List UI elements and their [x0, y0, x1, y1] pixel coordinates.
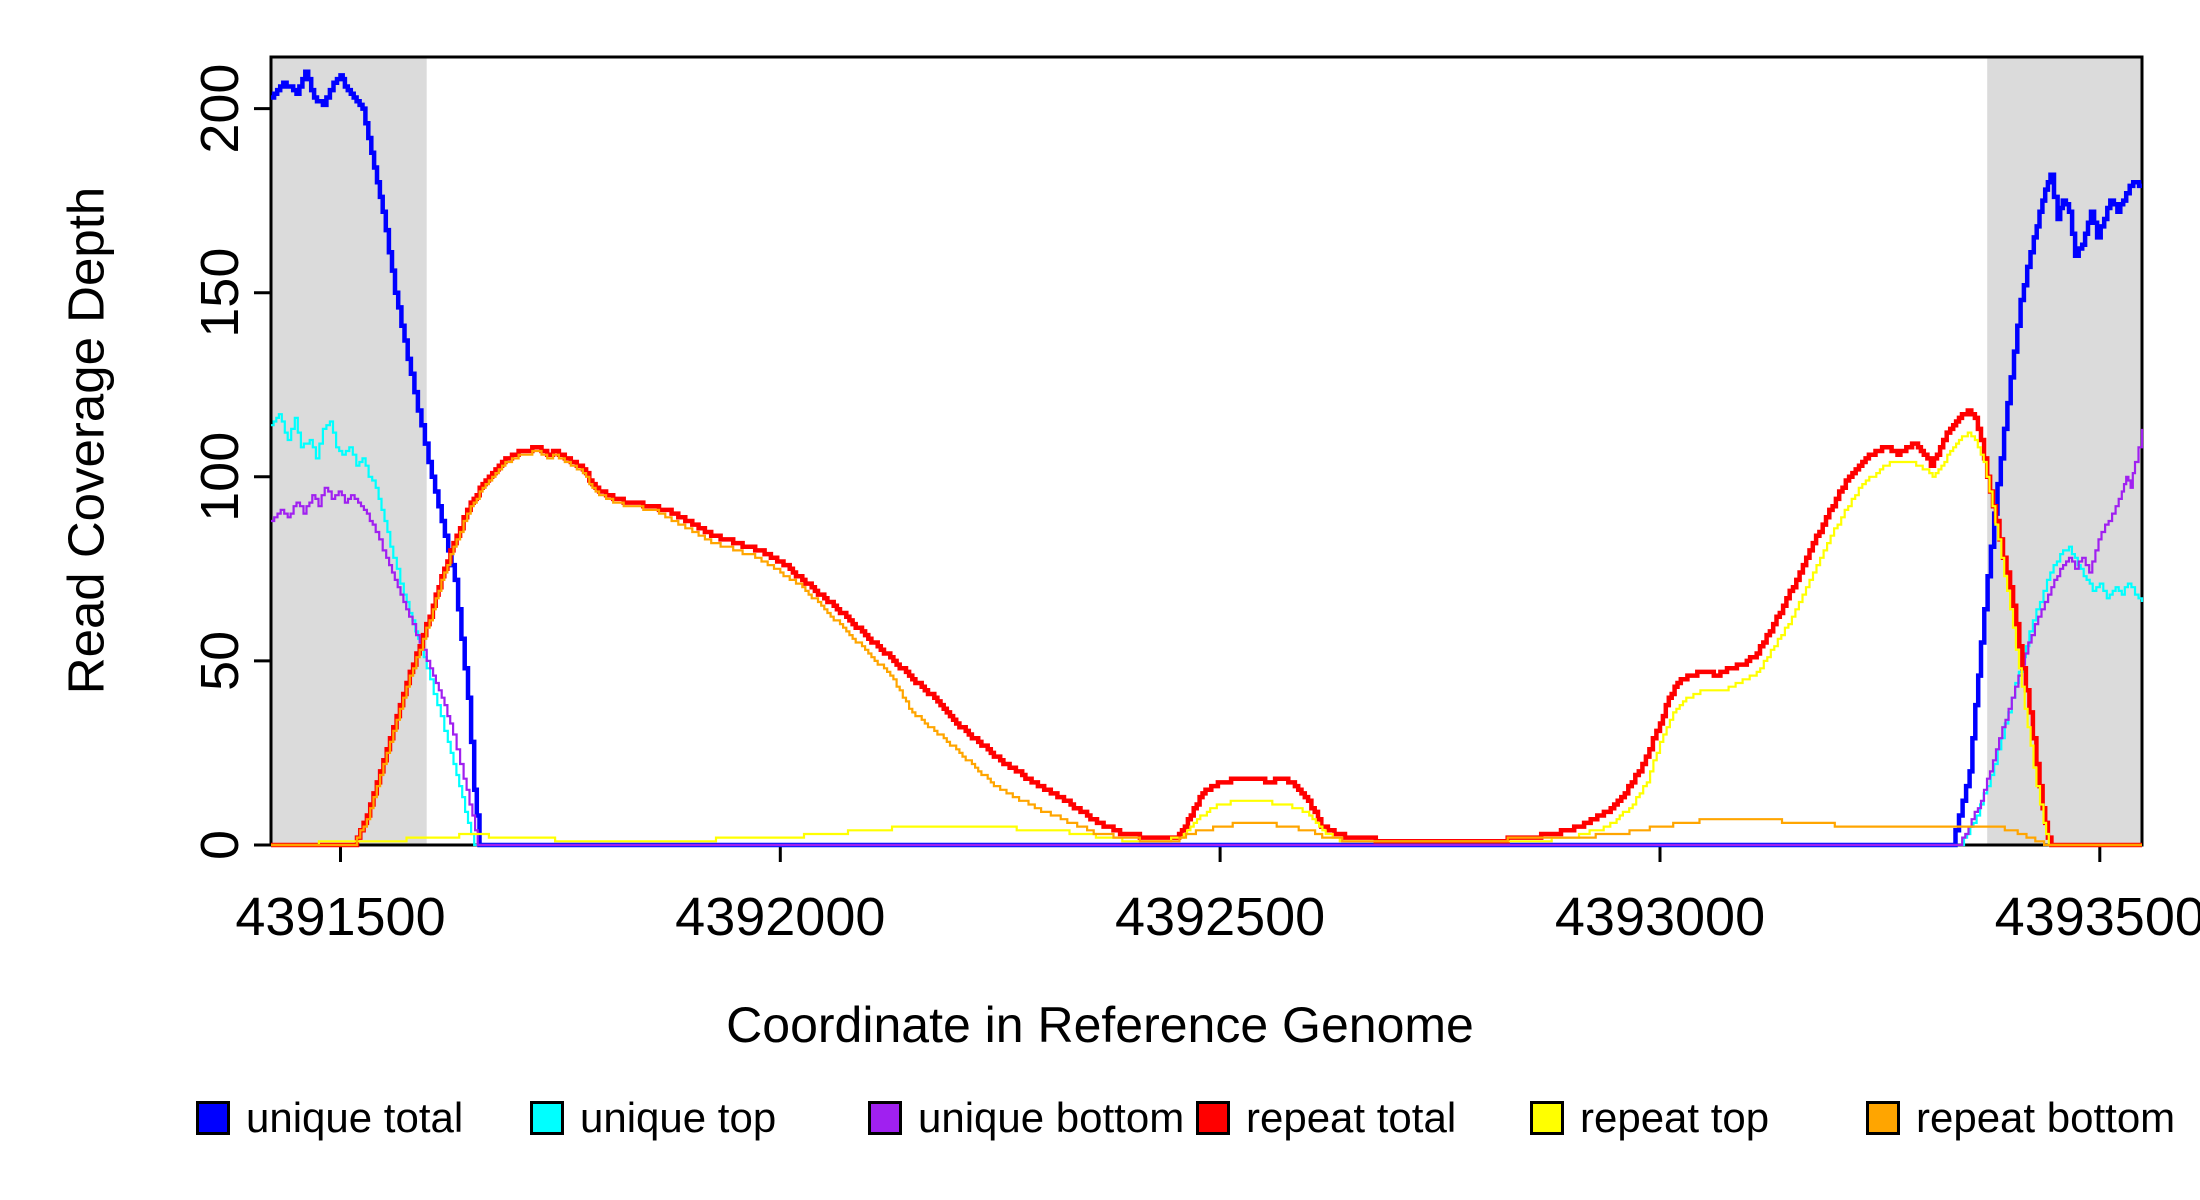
series-line-unique-total — [271, 69, 2142, 848]
series-line-repeat-top — [271, 431, 2142, 847]
legend-item-unique-total: unique total — [196, 1096, 463, 1140]
legend-swatch — [868, 1101, 902, 1135]
y-tick-label: 150 — [190, 248, 250, 338]
x-tick-label: 4392000 — [675, 887, 885, 947]
legend-item-repeat-top: repeat top — [1530, 1096, 1769, 1140]
legend-swatch — [1196, 1101, 1230, 1135]
legend-item-unique-bottom: unique bottom — [868, 1096, 1184, 1140]
legend-label: repeat total — [1246, 1094, 1457, 1141]
x-tick-label: 4391500 — [235, 887, 445, 947]
y-tick-label: 100 — [190, 432, 250, 522]
x-tick-label: 4393000 — [1555, 887, 1765, 947]
legend-item-repeat-total: repeat total — [1196, 1096, 1456, 1140]
legend-swatch — [530, 1101, 564, 1135]
legend: unique total unique top unique bottom repea… — [0, 1096, 2200, 1156]
legend-label: unique bottom — [918, 1094, 1185, 1141]
x-tick-label: 4392500 — [1115, 887, 1325, 947]
legend-label: repeat top — [1580, 1094, 1770, 1141]
right-flank-shaded-region — [1987, 57, 2142, 845]
x-tick-label: 4393500 — [1995, 887, 2200, 947]
legend-swatch — [1866, 1101, 1900, 1135]
legend-swatch — [1530, 1101, 1564, 1135]
series-line-repeat-bottom — [271, 449, 2142, 847]
series-line-repeat-total — [271, 408, 2142, 848]
legend-item-unique-top: unique top — [530, 1096, 776, 1140]
y-tick-label: 0 — [190, 830, 250, 860]
x-axis-title: Coordinate in Reference Genome — [726, 997, 1474, 1053]
series-line-unique-top — [271, 413, 2144, 847]
legend-label: unique total — [246, 1094, 464, 1141]
y-axis-title-text: Read Coverage Depth — [57, 186, 115, 694]
legend-item-repeat-bottom: repeat bottom — [1866, 1096, 2175, 1140]
y-tick-label: 50 — [190, 631, 250, 691]
legend-swatch — [196, 1101, 230, 1135]
legend-label: repeat bottom — [1916, 1094, 2176, 1141]
y-tick-label: 200 — [190, 64, 250, 154]
series-line-unique-bottom — [271, 428, 2144, 847]
legend-label: unique top — [580, 1094, 777, 1141]
